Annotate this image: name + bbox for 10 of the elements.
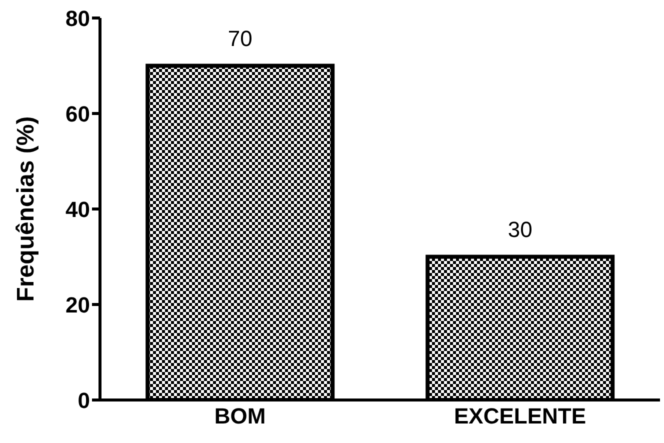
x-tick-label: EXCELENTE: [454, 404, 586, 429]
y-tick-label: 40: [66, 196, 90, 222]
y-tick-label: 80: [66, 6, 90, 31]
y-tick-label: 20: [66, 292, 90, 318]
y-tick-label: 0: [78, 388, 90, 413]
data-label: 30: [508, 216, 532, 242]
y-axis-title: Frequências (%): [12, 116, 40, 302]
x-tick-label: BOM: [214, 404, 266, 429]
data-label: 70: [228, 26, 252, 51]
y-tick-label: 60: [66, 101, 90, 126]
